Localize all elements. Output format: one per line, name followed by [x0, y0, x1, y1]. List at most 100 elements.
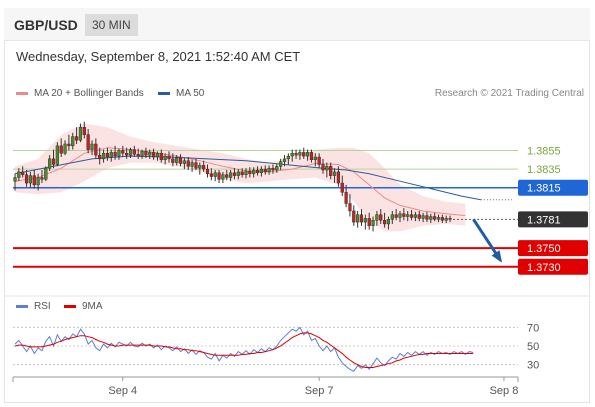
last-price-badge [518, 211, 588, 228]
candle-body [286, 155, 290, 160]
candle-body [271, 167, 275, 171]
legend-rsi: RSI [16, 301, 51, 312]
candle-body [325, 166, 329, 171]
x-tick-label: Sep 8 [490, 385, 519, 397]
candle-body [228, 172, 233, 178]
forecast-arrow-head [491, 250, 503, 263]
legend-ma50: MA 50 [158, 88, 204, 99]
candle-body [98, 154, 102, 160]
candle-body [178, 157, 183, 164]
chart-frame [4, 8, 590, 403]
candle-body [82, 127, 86, 135]
candle-body [448, 218, 452, 220]
candle-body [217, 172, 221, 180]
x-tick-label: Sep 7 [305, 385, 334, 397]
candle-body [128, 149, 133, 156]
candle-body [252, 169, 256, 174]
rsi-tick-70: 70 [527, 322, 539, 334]
last-price-label: 1.3781 [527, 214, 561, 226]
candle-body [144, 151, 148, 156]
candle-body [313, 156, 317, 160]
candle-body [171, 158, 175, 163]
level-badge-1.3730 [518, 258, 588, 275]
candle-body [317, 156, 321, 165]
candle-body [132, 149, 136, 155]
candle-body [186, 160, 190, 167]
candle-body [275, 166, 279, 171]
candle-body [232, 172, 237, 176]
candle-body [371, 220, 375, 227]
candle-body [282, 158, 287, 162]
candle-body [236, 171, 240, 176]
candle-body [51, 158, 56, 165]
rsi-swatch [16, 305, 28, 308]
candle-body [198, 165, 202, 169]
candle-body [24, 174, 29, 184]
candle-body [248, 170, 252, 174]
candle-body [67, 143, 71, 147]
candle-body [159, 153, 163, 160]
candle-body [259, 168, 263, 174]
candle-body [444, 218, 448, 221]
candle-body [409, 214, 414, 218]
candle-body [194, 162, 198, 169]
candle-body [44, 167, 48, 180]
candle-body [136, 154, 140, 157]
candle-body [375, 214, 379, 221]
credit-label: Research © 2021 Trading Central [434, 88, 584, 99]
candle-body [413, 214, 417, 218]
candle-body [113, 152, 117, 157]
candle-body [59, 145, 63, 154]
candle-body [117, 150, 121, 157]
candle-body [94, 143, 98, 156]
candle-body [155, 153, 160, 158]
candle-body [406, 214, 410, 217]
candle-body [302, 152, 306, 157]
candle-body [336, 171, 340, 184]
candle-body [394, 214, 398, 218]
level-badge-1.3750 [518, 240, 588, 257]
candle-body [359, 214, 364, 223]
legend-bollinger-label: MA 20 + Bollinger Bands [34, 88, 144, 99]
candle-body [32, 175, 36, 186]
candle-body [202, 165, 206, 170]
candle-body [433, 216, 437, 220]
candle-body [101, 153, 106, 160]
candle-body [298, 152, 302, 156]
level-label-1.3730: 1.3730 [527, 262, 561, 274]
timeframe-badge[interactable]: 30 MIN [85, 14, 138, 36]
candle-body [429, 216, 433, 220]
candle-body [213, 172, 217, 177]
x-tick-label: Sep 4 [108, 385, 137, 397]
candle-body [78, 127, 83, 141]
candle-body [383, 220, 387, 225]
ma50-swatch [158, 92, 170, 95]
rsi-ma9-line [14, 332, 474, 368]
candle-body [125, 153, 129, 156]
candle-body [13, 177, 17, 182]
level-label-1.3855: 1.3855 [527, 146, 561, 158]
candle-body [209, 173, 213, 177]
candle-body [363, 218, 367, 223]
legend-ma9-label: 9MA [82, 301, 103, 312]
pair-title: GBP/USD [14, 17, 78, 33]
candle-body [205, 168, 210, 174]
candle-body [421, 215, 425, 219]
candle-body [398, 213, 402, 218]
candle-body [244, 170, 248, 175]
candle-body [121, 150, 125, 154]
rsi-tick-30: 30 [527, 360, 539, 372]
candle-body [279, 161, 283, 167]
legend-bollinger: MA 20 + Bollinger Bands [16, 88, 144, 99]
candle-body [21, 171, 25, 175]
candle-body [182, 160, 186, 164]
rsi-tick-50: 50 [527, 341, 539, 353]
candle-body [74, 136, 79, 141]
candle-body [63, 143, 67, 154]
candle-body [379, 214, 383, 221]
candle-body [28, 175, 32, 184]
level-badge-1.3815 [518, 179, 588, 196]
candle-body [267, 167, 271, 173]
candle-body [105, 153, 109, 158]
